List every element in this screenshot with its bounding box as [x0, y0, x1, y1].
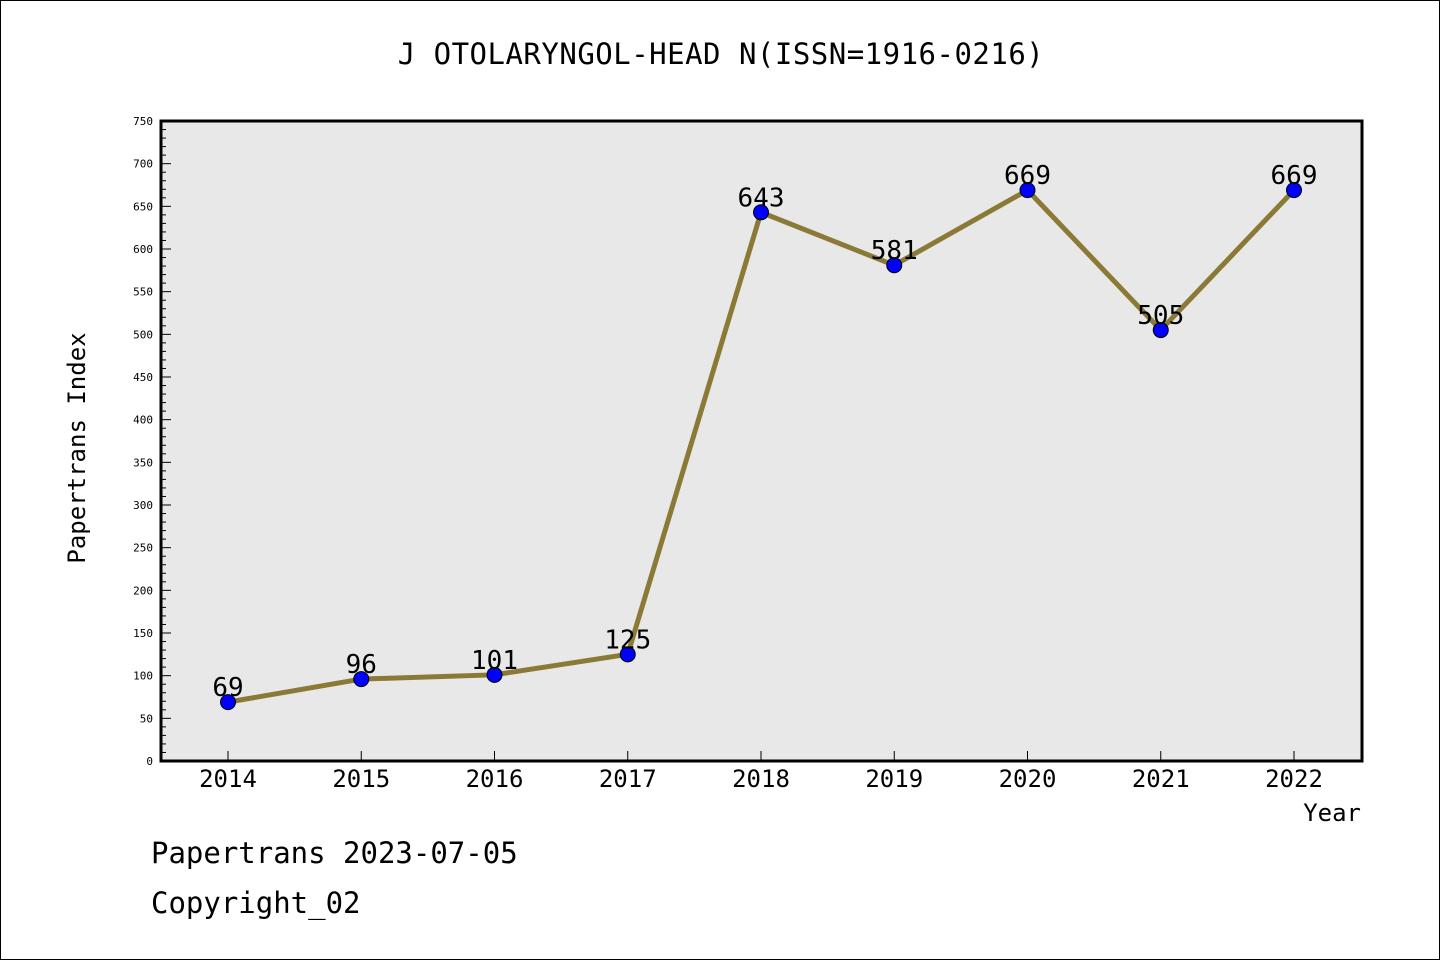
data-label: 69: [212, 673, 243, 703]
data-point: [486, 666, 503, 683]
x-axis-label: Year: [1303, 799, 1361, 827]
x-tick-label: 2016: [466, 765, 524, 793]
data-label: 643: [738, 183, 785, 213]
data-point: [886, 257, 903, 274]
data-point: [1152, 322, 1169, 339]
chart-title: J OTOLARYNGOL-HEAD N(ISSN=1916-0216): [397, 37, 1045, 71]
data-point: [1286, 182, 1302, 199]
y-tick-label: 400: [133, 414, 153, 427]
footer-copyright: Copyright_02: [151, 886, 361, 920]
y-tick-label: 600: [133, 243, 153, 256]
data-point: [1019, 182, 1036, 199]
data-label: 96: [346, 650, 377, 680]
y-tick-label: 500: [133, 328, 153, 341]
x-axis: 2014 2015 2016 2017 2018 2019 2020 2021 2022: [199, 751, 1323, 793]
x-tick-label: 2022: [1265, 765, 1323, 793]
x-tick-label: 2020: [999, 765, 1057, 793]
y-tick-label: 50: [140, 712, 153, 725]
footer-date: Papertrans 2023-07-05: [151, 836, 518, 870]
series-line-group: 69 96 101 125 643 581 669 505 669: [212, 161, 1318, 711]
data-label: 581: [871, 236, 918, 266]
y-tick-label: 700: [133, 158, 153, 171]
y-axis-label: Papertrans Index: [63, 332, 91, 563]
y-tick-label: 250: [133, 542, 153, 555]
x-tick-label: 2015: [332, 765, 390, 793]
x-tick-label: 2017: [599, 765, 657, 793]
y-tick-label: 0: [146, 755, 153, 768]
data-label: 125: [604, 625, 651, 655]
plot-area: [159, 119, 1364, 763]
y-tick-label: 650: [133, 200, 153, 213]
data-point: [753, 204, 769, 221]
y-tick-label: 150: [133, 627, 153, 640]
y-tick-label: 300: [133, 499, 153, 512]
y-tick-label: 200: [133, 584, 153, 597]
y-tick-label: 100: [133, 670, 153, 683]
data-label: 505: [1137, 301, 1184, 331]
x-tick-label: 2019: [865, 765, 923, 793]
data-label: 101: [471, 646, 518, 676]
y-tick-label: 550: [133, 286, 153, 299]
data-point: [220, 694, 236, 711]
data-label: 669: [1271, 161, 1318, 191]
data-point: [353, 671, 370, 688]
y-axis: 0 50 100 150 200 250 300 350 400 450 500 550 600 650 7…: [133, 115, 171, 768]
y-tick-label: 750: [133, 115, 153, 128]
data-point: [619, 646, 636, 663]
x-tick-label: 2014: [199, 765, 257, 793]
x-tick-label: 2021: [1132, 765, 1190, 793]
y-tick-label: 450: [133, 371, 153, 384]
data-label: 669: [1004, 161, 1051, 191]
y-tick-label: 350: [133, 456, 153, 469]
x-tick-label: 2018: [732, 765, 790, 793]
